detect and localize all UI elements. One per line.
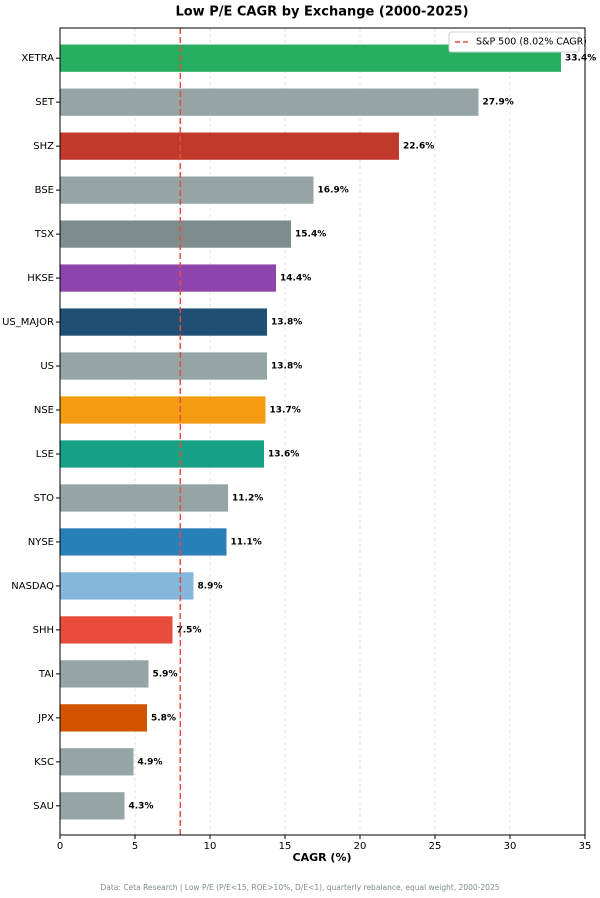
data-label: 4.9%: [138, 757, 163, 767]
data-label: 11.2%: [232, 493, 263, 503]
y-tick-label: TSX: [34, 229, 54, 240]
chart-title: Low P/E CAGR by Exchange (2000-2025): [175, 5, 468, 20]
plot-frame: [59, 27, 586, 836]
y-tick-label: KSC: [34, 757, 54, 768]
data-label: 22.6%: [403, 142, 434, 152]
bar: [60, 176, 314, 204]
bar: [60, 132, 399, 160]
data-label: 5.9%: [153, 669, 178, 679]
x-tick-label: 25: [429, 841, 442, 852]
bar: [60, 660, 149, 688]
data-label: 33.4%: [565, 54, 596, 64]
x-tick-label: 30: [504, 841, 517, 852]
footnote: Data: Ceta Research | Low P/E (P/E<15, R…: [101, 883, 500, 892]
data-label: 13.8%: [271, 318, 302, 328]
y-tick-label: BSE: [35, 185, 54, 196]
y-tick-label: SHZ: [33, 141, 54, 152]
y-tick-label: NSE: [34, 405, 54, 416]
data-label: 11.1%: [231, 537, 262, 547]
data-label: 7.5%: [177, 625, 202, 635]
bar: [60, 528, 227, 556]
bar: [60, 396, 266, 424]
y-tick-label: STO: [34, 493, 54, 504]
y-tick-label: SET: [35, 97, 55, 108]
x-tick-label: 10: [204, 841, 217, 852]
y-tick-label: SAU: [33, 801, 54, 812]
bar: [60, 792, 125, 820]
y-tick-label: NASDAQ: [11, 581, 54, 592]
x-tick-label: 15: [279, 841, 292, 852]
legend-label: S&P 500 (8.02% CAGR): [476, 37, 587, 48]
bar: [60, 220, 291, 248]
data-label: 4.3%: [129, 801, 154, 811]
bar: [60, 572, 194, 600]
bar: [60, 616, 173, 644]
y-tick-label: SHH: [33, 625, 54, 636]
x-tick-label: 5: [132, 841, 138, 852]
y-tick-label: NYSE: [28, 537, 54, 548]
data-label: 13.6%: [268, 449, 299, 459]
x-tick-label: 20: [354, 841, 367, 852]
y-tick-label: US: [40, 361, 54, 372]
bar: [60, 484, 228, 512]
x-tick-label: 35: [579, 841, 592, 852]
bar: [60, 264, 276, 292]
x-axis-label: CAGR (%): [293, 851, 352, 864]
data-label: 16.9%: [318, 186, 349, 196]
bar: [60, 308, 267, 336]
data-label: 27.9%: [483, 98, 514, 108]
data-label: 15.4%: [295, 230, 326, 240]
data-label: 13.8%: [271, 362, 302, 372]
x-tick-label: 0: [57, 841, 63, 852]
data-label: 8.9%: [198, 581, 223, 591]
y-tick-label: HKSE: [27, 273, 54, 284]
y-tick-label: JPX: [37, 713, 54, 724]
bar: [60, 748, 134, 776]
bar: [60, 704, 147, 732]
data-label: 14.4%: [280, 274, 311, 284]
legend-box: [448, 31, 580, 53]
y-tick-label: LSE: [36, 449, 54, 460]
y-tick-label: XETRA: [21, 53, 54, 64]
bar: [60, 440, 264, 468]
bar: [60, 88, 479, 116]
y-tick-label: US_MAJOR: [2, 317, 54, 328]
y-tick-label: TAI: [38, 669, 54, 680]
data-label: 5.8%: [151, 713, 176, 723]
data-label: 13.7%: [270, 406, 301, 416]
bar: [60, 352, 267, 380]
